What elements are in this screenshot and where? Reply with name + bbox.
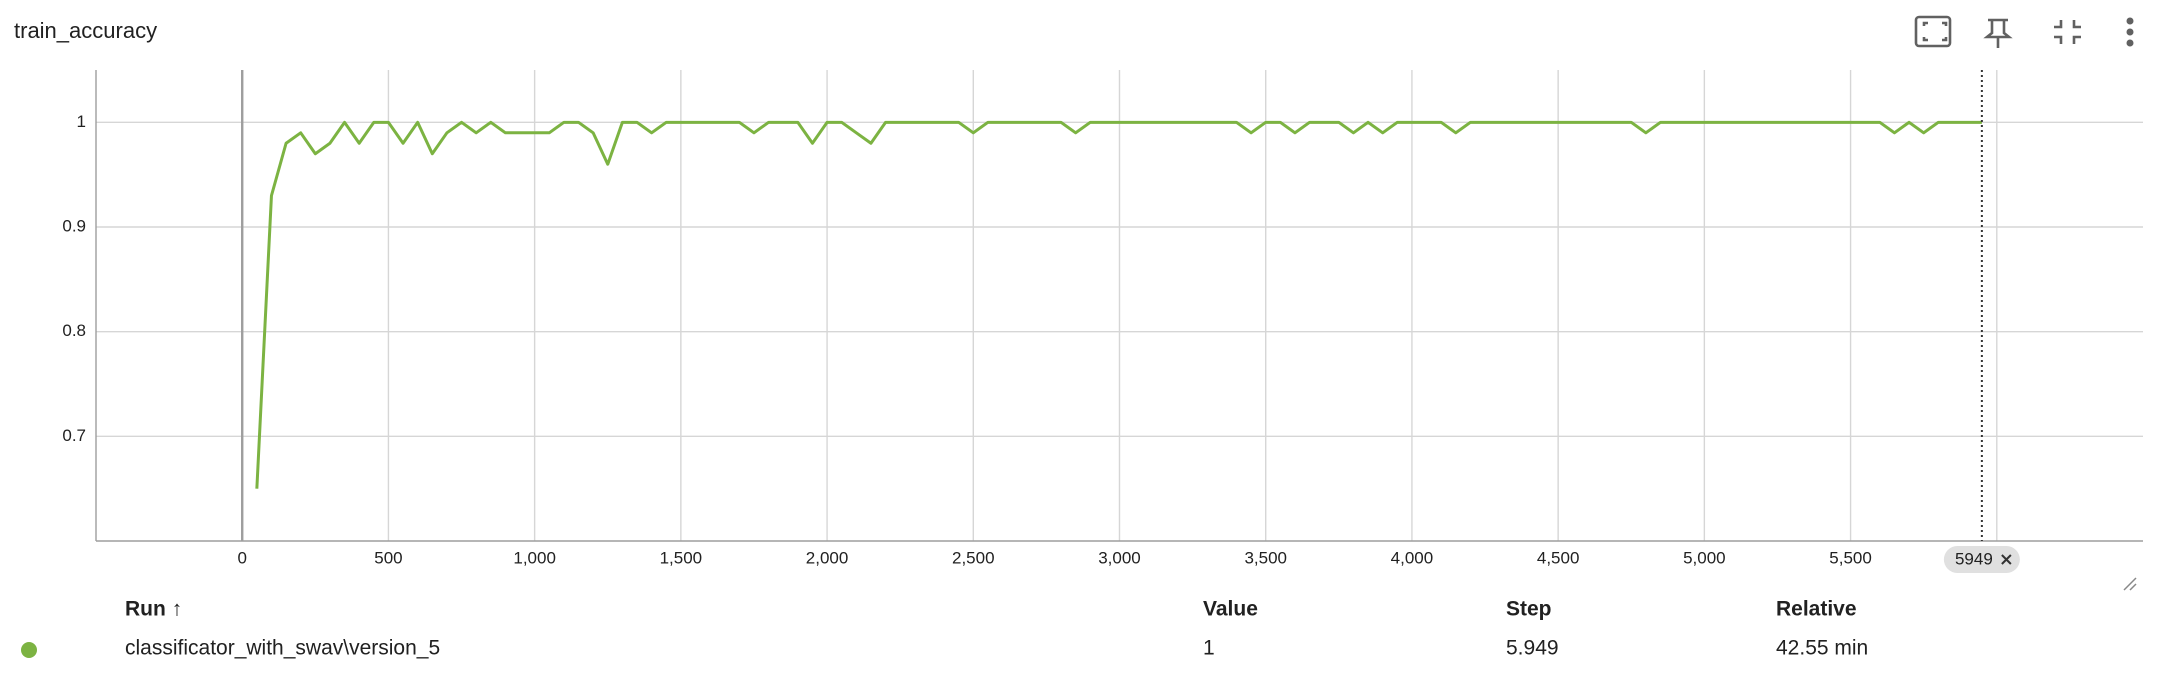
- x-tick-label: 3,000: [1098, 548, 1141, 567]
- card-title: train_accuracy: [14, 18, 157, 43]
- x-tick-label: 5,500: [1829, 548, 1872, 567]
- x-tick-label: 2,500: [952, 548, 995, 567]
- x-tick-label: 3,500: [1244, 548, 1287, 567]
- table-cell: 1: [1203, 637, 1215, 660]
- x-tick-label: 1,000: [513, 548, 556, 567]
- x-tick-label: 2,000: [806, 548, 849, 567]
- column-header: Step: [1506, 598, 1552, 621]
- cursor-step-label: 5949: [1955, 549, 1993, 568]
- x-tick-label: 0: [237, 548, 246, 567]
- x-tick-label: 5,000: [1683, 548, 1726, 567]
- run-color-dot: [21, 642, 37, 658]
- table-cell: classificator_with_swav\version_5: [125, 637, 440, 660]
- resize-handle[interactable]: [2123, 577, 2137, 591]
- x-tick-label: 500: [374, 548, 402, 567]
- y-tick-label: 0.9: [62, 216, 86, 235]
- cursor-chip[interactable]: [1943, 546, 2020, 573]
- more-icon[interactable]: [2126, 17, 2134, 47]
- column-header: Relative: [1776, 598, 1857, 621]
- run-table: Run ↑ Value Step Relative classificator_with…: [21, 598, 1868, 660]
- table-cell: 5.949: [1506, 637, 1559, 660]
- toolbar: [1914, 15, 2134, 48]
- pin-icon[interactable]: [1983, 18, 2013, 48]
- y-tick-label: 0.7: [62, 426, 86, 445]
- column-header: Value: [1203, 598, 1258, 621]
- x-tick-label: 4,000: [1391, 548, 1434, 567]
- resize-handle[interactable]: [2129, 583, 2137, 591]
- x-tick-label: 4,500: [1537, 548, 1580, 567]
- cursor-close-icon[interactable]: [2001, 554, 2012, 565]
- fit-icon[interactable]: [1914, 15, 1952, 48]
- series-line: [255, 120, 1982, 489]
- x-tick-label: 1,500: [660, 548, 703, 567]
- collapse-icon[interactable]: [2054, 20, 2081, 44]
- plot-area: 0.7 0.8 0.9 1 0 500 1,000 1,500 2,000 2,500 3,000 3…: [62, 70, 2143, 573]
- y-tick-label: 0.8: [62, 321, 86, 340]
- column-header[interactable]: Run ↑: [125, 598, 182, 621]
- table-cell: 42.55 min: [1776, 637, 1868, 660]
- y-tick-label: 1: [77, 112, 86, 131]
